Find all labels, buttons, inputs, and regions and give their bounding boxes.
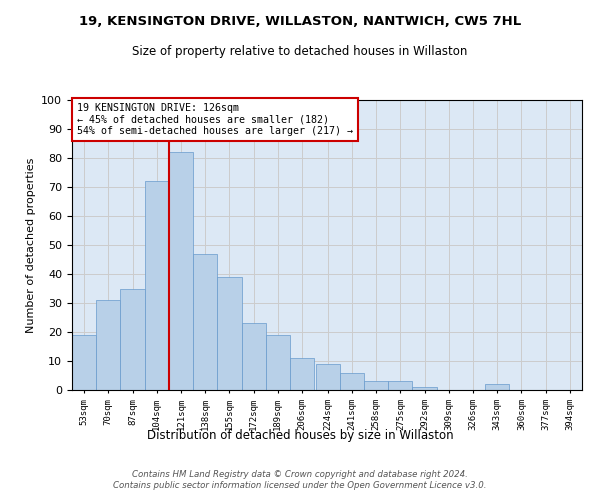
Bar	[169, 152, 193, 390]
Bar	[388, 382, 412, 390]
Bar	[217, 277, 242, 390]
Text: 19, KENSINGTON DRIVE, WILLASTON, NANTWICH, CW5 7HL: 19, KENSINGTON DRIVE, WILLASTON, NANTWIC…	[79, 15, 521, 28]
Text: Contains HM Land Registry data © Crown copyright and database right 2024.
Contai: Contains HM Land Registry data © Crown c…	[113, 470, 487, 490]
Bar	[145, 181, 169, 390]
Y-axis label: Number of detached properties: Number of detached properties	[26, 158, 36, 332]
Text: Size of property relative to detached houses in Willaston: Size of property relative to detached ho…	[133, 45, 467, 58]
Bar	[412, 387, 437, 390]
Bar	[72, 335, 96, 390]
Text: 19 KENSINGTON DRIVE: 126sqm
← 45% of detached houses are smaller (182)
54% of se: 19 KENSINGTON DRIVE: 126sqm ← 45% of det…	[77, 103, 353, 136]
Bar	[364, 382, 388, 390]
Bar	[96, 300, 121, 390]
Bar	[121, 288, 145, 390]
Bar	[266, 335, 290, 390]
Bar	[316, 364, 340, 390]
Text: Distribution of detached houses by size in Willaston: Distribution of detached houses by size …	[146, 428, 454, 442]
Bar	[193, 254, 217, 390]
Bar	[242, 324, 266, 390]
Bar	[290, 358, 314, 390]
Bar	[340, 372, 364, 390]
Bar	[485, 384, 509, 390]
